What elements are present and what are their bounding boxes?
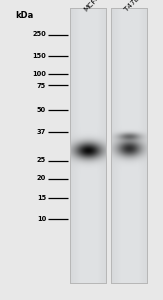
Text: 100: 100 bbox=[32, 70, 46, 76]
Text: 250: 250 bbox=[32, 32, 46, 38]
Text: 75: 75 bbox=[37, 82, 46, 88]
Text: MCF-7: MCF-7 bbox=[82, 0, 103, 13]
Text: kDa: kDa bbox=[15, 11, 34, 20]
Text: 50: 50 bbox=[37, 106, 46, 112]
Text: 15: 15 bbox=[37, 195, 46, 201]
Text: T47D: T47D bbox=[123, 0, 141, 13]
Text: 10: 10 bbox=[37, 216, 46, 222]
Text: 37: 37 bbox=[37, 129, 46, 135]
Text: 25: 25 bbox=[37, 158, 46, 164]
Text: 20: 20 bbox=[37, 176, 46, 182]
Text: 150: 150 bbox=[32, 52, 46, 59]
